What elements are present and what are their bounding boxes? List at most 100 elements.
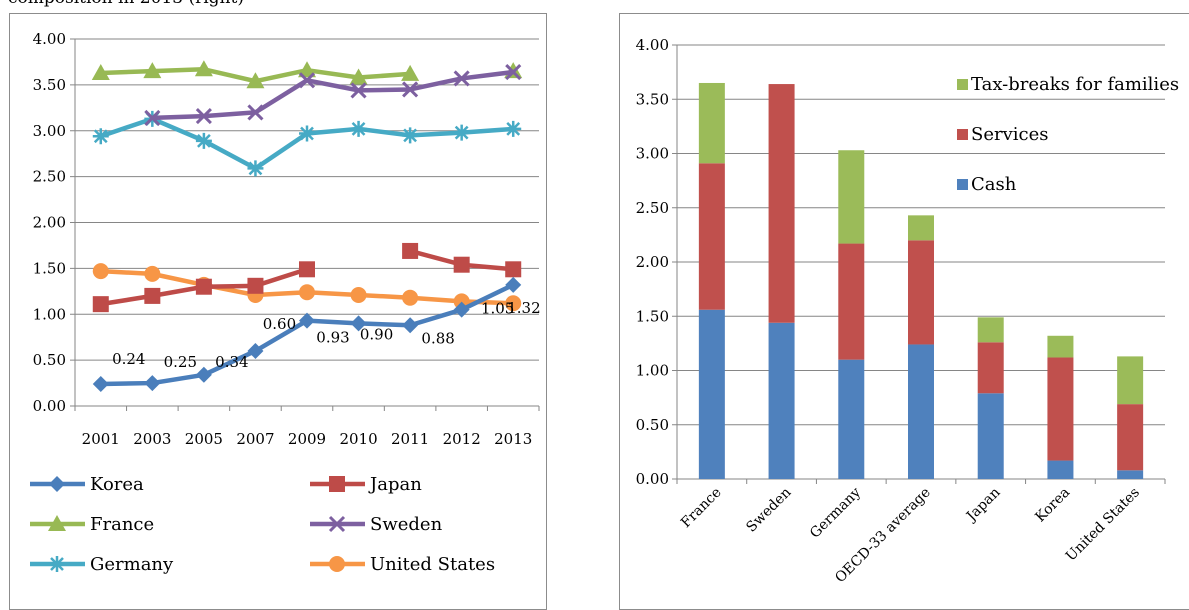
- point-korea: [247, 342, 264, 359]
- bar-segment-tax-breaks-for-families: [698, 82, 725, 164]
- bar-segment-services: [698, 163, 725, 310]
- x-tick-label: Sweden: [743, 485, 794, 536]
- x-tick-label: Germany: [807, 484, 864, 541]
- bar-segment-cash: [838, 359, 865, 479]
- point-france: [246, 72, 265, 89]
- point-france: [401, 64, 420, 81]
- legend-marker-united-states: [329, 556, 345, 572]
- point-japan: [195, 278, 212, 295]
- point-germany: [92, 128, 109, 145]
- y-tick-label: 3.50: [33, 76, 66, 94]
- y-tick-label: 4.00: [636, 36, 669, 54]
- y-tick-label: 4.00: [33, 30, 66, 48]
- bar-stack-korea: [1047, 335, 1074, 479]
- data-label-korea: 0.60: [263, 315, 296, 333]
- bar-stack-sweden: [768, 84, 795, 479]
- legend-label-sweden: Sweden: [370, 514, 443, 535]
- data-label-korea: 0.93: [316, 329, 349, 347]
- data-label-korea: 0.24: [112, 350, 145, 368]
- y-tick-label: 2.00: [636, 253, 669, 271]
- legend-marker-japan: [329, 476, 345, 492]
- point-united-states: [505, 295, 522, 312]
- point-sweden: [505, 63, 522, 81]
- legend-label-services: Services: [971, 124, 1048, 145]
- x-tick-label: 2009: [288, 430, 326, 448]
- y-tick-label: 0.00: [636, 470, 669, 488]
- legend-label-cash: Cash: [971, 174, 1017, 195]
- x-tick-label: 2011: [391, 430, 429, 448]
- point-sweden: [350, 82, 367, 99]
- legend-item-sweden: Sweden: [310, 514, 443, 535]
- y-tick-label: 0.50: [636, 416, 669, 434]
- point-korea: [195, 366, 212, 383]
- x-tick-label: Japan: [962, 485, 1003, 526]
- bar-segment-tax-breaks-for-families: [977, 317, 1004, 343]
- point-korea: [505, 276, 522, 293]
- legend-swatch-services: [957, 129, 968, 140]
- stacked-bar-chart: 0.00 0.50 1.00 1.50 2.00 2.50 3.00 3.50 4.00 Fran…: [636, 36, 1180, 586]
- bar-segment-services: [838, 243, 865, 360]
- legend-label-united-states: United States: [370, 554, 495, 575]
- data-label-korea: 0.34: [215, 353, 248, 371]
- bar-segment-tax-breaks-for-families: [838, 150, 865, 244]
- bar-chart-legend: Tax-breaks for families Services Cash: [957, 74, 1179, 195]
- point-france: [143, 62, 162, 79]
- point-korea: [453, 301, 470, 318]
- bar-stack-germany: [838, 150, 865, 479]
- point-korea: [350, 315, 367, 332]
- legend-label-korea: Korea: [90, 474, 144, 495]
- line-chart-gridlines: [75, 38, 539, 361]
- point-france: [349, 68, 368, 85]
- stacked-bar-chart-panel: 0.00 0.50 1.00 1.50 2.00 2.50 3.00 3.50 4.00 Fran…: [619, 13, 1189, 610]
- point-sweden: [402, 81, 419, 98]
- x-tick-label: 2012: [443, 430, 481, 448]
- data-label-korea: 0.88: [421, 329, 454, 347]
- x-tick-label: Korea: [1032, 485, 1073, 526]
- legend-item-united-states: United States: [310, 554, 495, 575]
- series-germany: [92, 110, 522, 177]
- data-label-korea: 0.25: [164, 353, 197, 371]
- x-tick-label: 2007: [236, 430, 274, 448]
- bar-segment-cash: [977, 393, 1004, 479]
- legend-item-cash: Cash: [957, 174, 1017, 195]
- point-sweden: [298, 72, 316, 89]
- bar-segment-services: [977, 342, 1004, 394]
- bar-stack-united-states: [1117, 356, 1144, 479]
- series-japan: [92, 242, 522, 313]
- legend-label-france: France: [90, 514, 154, 535]
- y-tick-label: 0.50: [33, 351, 66, 369]
- point-united-states: [144, 265, 161, 282]
- line-chart-panel: 0.00 0.50 1.00 1.50 2.00 2.50 3.00 3.50 4.00 2001…: [9, 13, 547, 610]
- legend-label-tax-breaks-for-families: Tax-breaks for families: [971, 74, 1179, 95]
- y-tick-label: 3.00: [636, 145, 669, 163]
- x-tick-label: United States: [1063, 485, 1143, 565]
- legend-marker-korea: [49, 476, 65, 492]
- legend-item-japan: Japan: [310, 474, 422, 495]
- point-germany: [402, 127, 419, 144]
- point-japan: [144, 287, 161, 304]
- legend-marker-sweden: [328, 515, 346, 533]
- y-tick-label: 1.50: [636, 307, 669, 325]
- legend-marker-france: [48, 515, 66, 531]
- legend-marker-germany: [49, 556, 65, 572]
- point-japan: [505, 261, 522, 278]
- bar-segment-services: [768, 84, 795, 323]
- point-germany: [453, 124, 470, 141]
- bar-segment-cash: [1047, 460, 1074, 479]
- legend-swatch-cash: [957, 179, 968, 190]
- bar-segment-services: [1047, 357, 1074, 461]
- y-tick-label: 3.50: [636, 90, 669, 108]
- bar-segment-cash: [698, 309, 725, 479]
- legend-item-services: Services: [957, 124, 1048, 145]
- point-germany: [299, 125, 315, 142]
- legend-item-france: France: [30, 514, 154, 535]
- bar-stack-france: [698, 82, 725, 479]
- point-sweden: [144, 109, 161, 126]
- point-germany: [195, 132, 212, 149]
- series-korea: [92, 276, 522, 392]
- bar-segment-services: [908, 240, 934, 345]
- x-tick-label: France: [678, 485, 725, 532]
- point-japan: [247, 277, 264, 294]
- point-united-states: [299, 284, 315, 301]
- y-tick-label: 2.50: [33, 168, 66, 186]
